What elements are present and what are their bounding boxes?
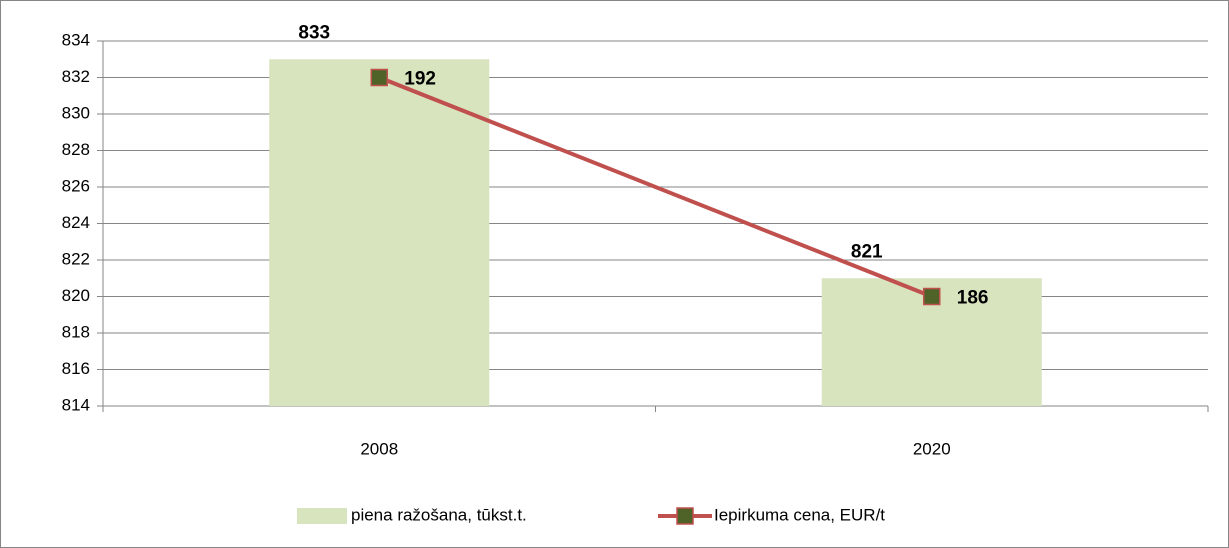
legend-label: piena ražošana, tūkst.t. [351,505,527,524]
legend-swatch [297,508,347,524]
line-series [378,75,933,299]
y-tick-label: 816 [62,359,90,378]
y-tick-label: 814 [62,395,90,414]
y-tick-label: 830 [62,103,90,122]
y-tick-label: 820 [62,286,90,305]
y-tick-label: 828 [62,140,90,159]
line-marker [923,287,941,306]
bar-label: 821 [851,241,883,262]
y-tick-label: 824 [62,213,90,232]
bar-label: 833 [298,22,330,43]
legend-marker [676,507,694,525]
line-label: 186 [957,288,989,309]
x-tick-label: 2008 [360,439,398,458]
bar [269,59,490,406]
x-tick-label: 2020 [913,439,951,458]
y-tick-label: 826 [62,176,90,195]
y-tick-label: 834 [62,30,90,49]
legend-label: Iepirkuma cena, EUR/t [714,505,885,524]
y-tick-label: 832 [62,67,90,86]
line-marker [370,68,388,87]
y-tick-label: 818 [62,322,90,341]
y-tick-label: 822 [62,249,90,268]
line-label: 192 [404,69,436,90]
